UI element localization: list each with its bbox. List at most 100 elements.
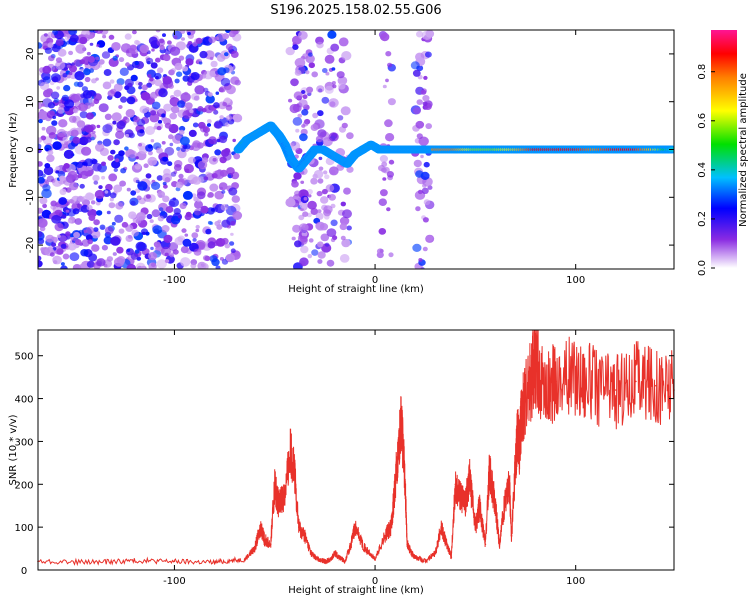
noise-blob [110,149,116,155]
noise-blob [62,73,68,78]
noise-blob [69,65,77,73]
snr-data-point [400,414,402,417]
noise-blob [120,96,128,103]
noise-blob [68,50,74,56]
noise-blob [109,197,114,202]
noise-blob [89,68,94,73]
noise-blob [306,86,314,94]
noise-blob [179,202,187,210]
y-tick-label: 10 [25,95,36,108]
noise-blob [94,30,104,34]
noise-blob [88,90,96,97]
noise-blob [220,77,231,87]
noise-blob [108,34,115,40]
noise-blob [315,221,326,231]
noise-blob [379,249,384,253]
noise-blob [163,184,168,189]
noise-blob [81,146,92,156]
noise-blob [38,161,43,167]
x-tick-label: -100 [163,576,186,587]
snr-data-point [488,470,491,473]
noise-blob [57,107,65,114]
noise-blob [346,132,354,140]
snr-x-ticks: -100 0 100 [163,330,585,587]
noise-blob [420,89,427,95]
colorbar-tick-label: 0.2 [697,211,708,227]
noise-blob [302,121,309,127]
noise-blob [72,108,79,114]
noise-blob [51,242,57,247]
noise-blob [212,157,217,162]
noise-blob [173,208,181,215]
snr-data-point [310,552,312,554]
noise-blob [298,214,305,221]
noise-blob [95,56,100,61]
noise-blob [299,201,308,209]
noise-blob [139,129,145,134]
noise-blob [197,106,204,112]
noise-blob [294,57,306,68]
noise-blob [176,146,181,151]
noise-blob [318,156,323,161]
noise-blob [230,50,239,59]
snr-data-point [484,543,487,546]
noise-blob [153,125,158,130]
noise-blob [162,76,173,85]
noise-blob [136,262,146,269]
noise-blob [42,184,51,192]
noise-blob [164,259,170,264]
noise-blob [425,30,435,38]
noise-blob [56,248,64,255]
noise-blob [41,188,52,199]
y-tick-label: 100 [14,523,33,534]
noise-blob [113,139,120,146]
noise-blob [58,119,68,128]
noise-blob [106,210,111,215]
colorbar-tick-label: 0.8 [697,64,708,80]
noise-blob [90,200,96,205]
noise-blob [321,96,330,104]
noise-blob [101,51,111,59]
noise-blob [320,196,329,204]
noise-blob [146,213,153,220]
noise-blob [109,192,117,199]
noise-blob [74,93,83,101]
noise-blob [343,187,351,195]
noise-blob [86,112,94,120]
noise-blob [38,218,48,228]
noise-blob [116,246,124,254]
noise-blob [162,195,170,203]
noise-blob [425,123,433,130]
noise-blob [111,160,121,169]
noise-blob [118,57,125,63]
noise-blob [413,159,422,168]
colorbar-tick-label: 0.4 [697,162,708,178]
noise-blob [43,166,54,176]
noise-blob [158,108,165,114]
snr-data-point [298,526,300,528]
noise-blob [156,147,163,154]
noise-blob [93,180,99,185]
noise-blob [213,109,219,115]
noise-blob [84,102,92,110]
noise-blob [129,197,139,206]
spectrogram-noise [38,30,435,269]
noise-blob [156,125,162,131]
snr-data-point [253,547,256,550]
noise-blob [83,68,91,76]
noise-blob [224,122,230,128]
noise-blob [317,251,326,259]
noise-blob [337,76,348,85]
noise-blob [121,221,129,228]
noise-blob [42,65,52,74]
noise-blob [208,36,216,44]
noise-blob [151,181,161,190]
noise-blob [135,156,139,160]
noise-blob [63,163,70,169]
noise-blob [219,169,228,177]
noise-blob [64,99,75,109]
noise-blob [301,109,309,116]
noise-blob [422,95,430,102]
snr-data-point [508,483,511,486]
noise-blob [301,90,306,94]
